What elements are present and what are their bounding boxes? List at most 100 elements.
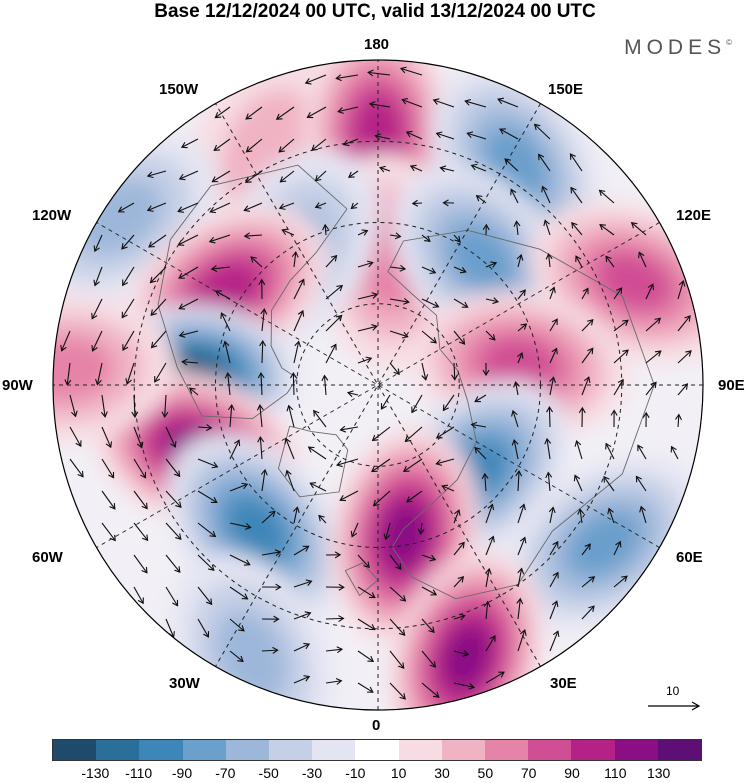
wind-arrow xyxy=(325,254,338,268)
wind-arrow xyxy=(417,522,425,536)
anomaly-band xyxy=(449,225,516,296)
wind-arrow xyxy=(131,394,139,419)
wind-arrow xyxy=(613,287,623,300)
wind-arrow xyxy=(357,260,374,268)
lon-label-90e: 90E xyxy=(718,377,745,394)
wind-arrow xyxy=(256,404,264,428)
wind-arrow xyxy=(548,506,556,524)
wind-arrow xyxy=(357,229,369,236)
wind-arrow xyxy=(209,202,231,214)
wind-arrow xyxy=(581,318,594,332)
wind-arrow xyxy=(670,445,679,460)
brand-name: MODES xyxy=(624,36,727,59)
wind-arrow xyxy=(93,266,103,287)
wind-arrow xyxy=(607,507,615,524)
wind-arrow xyxy=(309,482,327,492)
wind-arrow xyxy=(603,475,615,492)
wind-arrow xyxy=(220,312,231,332)
wind-arrow xyxy=(411,394,423,414)
wind-arrow xyxy=(314,202,327,209)
wind-arrow xyxy=(441,484,455,492)
wind-arrow xyxy=(675,413,683,428)
wind-arrow xyxy=(481,472,489,492)
wind-arrow xyxy=(485,635,496,652)
colorbar-cell xyxy=(53,740,97,760)
wind-arrow xyxy=(275,106,295,120)
wind-arrow xyxy=(250,256,263,268)
wind-arrow xyxy=(578,406,586,428)
wind-arrow xyxy=(517,536,527,556)
wind-arrow xyxy=(261,510,276,524)
wind-arrow xyxy=(453,613,466,621)
wind-arrow xyxy=(224,372,232,396)
wind-arrow xyxy=(639,505,647,524)
wind-arrow xyxy=(165,554,181,573)
wind-arrow xyxy=(122,330,135,351)
wind-arrow xyxy=(293,340,302,364)
wind-arrow xyxy=(178,298,199,310)
wind-arrow xyxy=(517,629,527,652)
wind-arrow xyxy=(545,253,553,268)
wind-arrow xyxy=(613,575,628,588)
lon-label-180: 180 xyxy=(364,36,390,53)
wind-arrow xyxy=(260,468,268,492)
wind-arrow xyxy=(485,503,495,524)
wind-arrow xyxy=(165,426,177,448)
wind-arrow xyxy=(133,522,149,542)
wind-arrow xyxy=(389,554,402,570)
wind-arrow xyxy=(569,153,583,172)
lon-label-150e: 150E xyxy=(548,81,584,98)
wind-arrow xyxy=(229,586,249,600)
wind-arrow xyxy=(304,74,327,85)
wind-arrow xyxy=(322,223,329,236)
wind-arrow xyxy=(357,650,375,663)
wind-arrow xyxy=(100,394,108,418)
wind-arrow xyxy=(293,545,310,556)
wind-arrow xyxy=(453,330,466,345)
wind-arrow xyxy=(677,279,686,300)
wind-arrow xyxy=(453,576,465,588)
wind-arrow xyxy=(372,490,391,507)
wind-arrow xyxy=(148,234,167,248)
lon-label-30w: 30W xyxy=(169,675,200,692)
wind-arrow xyxy=(389,264,407,272)
wind-arrow xyxy=(549,286,556,300)
wind-arrow xyxy=(101,490,116,510)
wind-arrow xyxy=(177,202,199,213)
wind-arrow xyxy=(517,289,526,300)
wind-arrow xyxy=(453,298,469,308)
coastline xyxy=(387,229,655,600)
wind-arrow xyxy=(485,535,495,556)
wind-arrow xyxy=(357,554,370,569)
anomaly-center xyxy=(53,294,176,443)
wind-arrow xyxy=(325,314,343,332)
wind-arrow xyxy=(549,571,559,588)
wind-arrow xyxy=(64,362,72,386)
wind-arrow xyxy=(357,356,373,364)
colorbar-tick-label: 30 xyxy=(434,765,450,781)
wind-arrow xyxy=(146,202,167,212)
arrowhead-icon xyxy=(691,701,701,711)
wind-arrow xyxy=(245,138,263,153)
wind-arrow xyxy=(575,255,583,268)
lon-label-150w: 150W xyxy=(159,81,199,98)
colorbar-tick-label: 110 xyxy=(604,765,627,781)
wind-arrow xyxy=(229,482,249,492)
wind-arrow xyxy=(278,138,295,153)
copyright-mark: © xyxy=(726,38,732,47)
wind-arrow xyxy=(483,600,491,620)
wind-arrow xyxy=(258,278,266,300)
wind-arrow xyxy=(399,66,423,76)
wind-arrow xyxy=(544,437,552,460)
wind-arrow xyxy=(389,682,406,700)
wind-arrow xyxy=(511,409,519,428)
anomaly-band xyxy=(193,262,260,319)
wind-arrow xyxy=(91,298,103,320)
lon-label-90w: 90W xyxy=(2,377,33,394)
wind-arrow xyxy=(259,339,267,364)
wind-arrow xyxy=(347,170,359,178)
wind-arrow xyxy=(214,106,231,119)
wind-arrow xyxy=(516,253,524,268)
wind-arrow xyxy=(101,458,115,479)
wind-arrow xyxy=(325,284,343,300)
